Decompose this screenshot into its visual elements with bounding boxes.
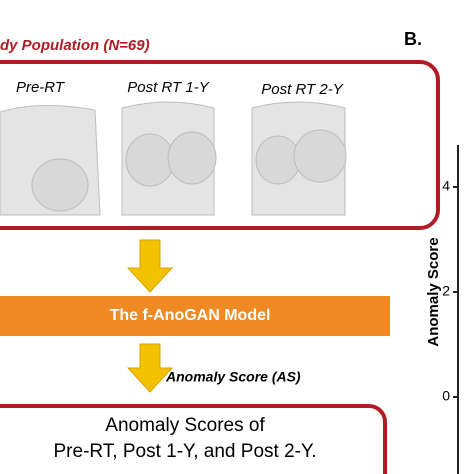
y-ticks: 4 2 0 [442,178,458,404]
y-axis-label: Anomaly Score [425,237,442,346]
output-line: Pre-RT, Post 1-Y, and Post 2-Y. [54,441,317,462]
y-tick-label: 0 [442,388,450,404]
model-label: The f-AnoGAN Model [110,307,271,324]
torso-images [0,101,347,216]
y-tick-label: 4 [442,178,450,194]
arrow-label: Anomaly Score (AS) [165,369,301,385]
output-line: Anomaly Scores of [105,415,265,436]
image-label: Pre-RT [16,79,66,96]
model-bar [0,296,390,336]
y-tick-label: 2 [442,283,450,299]
output-box [0,404,387,474]
image-label: Post RT 2-Y [261,81,343,98]
panel-label: B. [404,29,422,49]
arrow [126,239,174,293]
arrow [126,343,174,393]
population-title: dy Population (N=69) [0,37,150,54]
population-box [0,60,440,230]
image-label: Post RT 1-Y [127,79,209,96]
